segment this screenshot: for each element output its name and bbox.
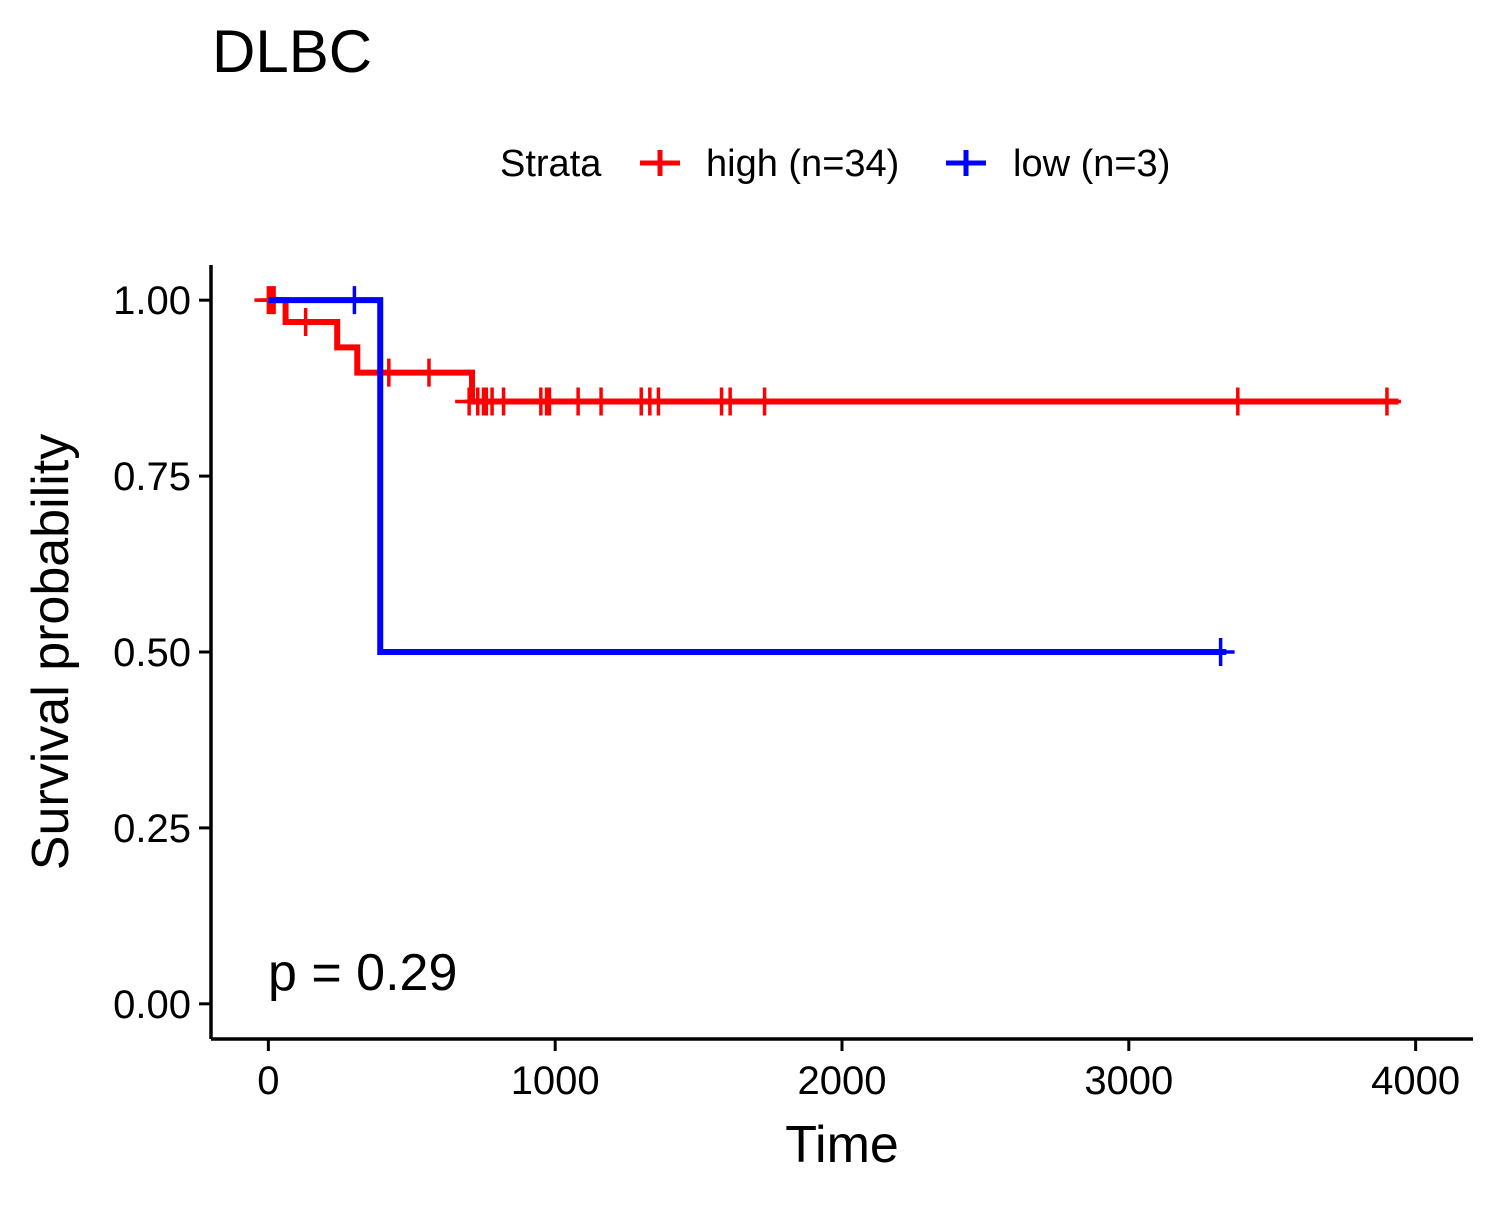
chart-title: DLBC (212, 18, 372, 85)
survival-curve-high (268, 297, 1399, 405)
x-tick-label: 2000 (798, 1059, 887, 1103)
y-tick-label: 1.00 (113, 279, 191, 323)
censor-mark-high (750, 387, 779, 416)
censor-mark-high (535, 387, 564, 416)
legend: Strata high (n=34) low (n=3) (500, 143, 1170, 185)
x-tick-label: 4000 (1371, 1059, 1460, 1103)
legend-key-high (640, 150, 680, 176)
series-layer (254, 286, 1401, 666)
x-axis-title: Time (785, 1116, 899, 1174)
x-tick-label: 0 (257, 1059, 279, 1103)
legend-label-high: high (n=34) (706, 143, 899, 185)
legend-title: Strata (500, 143, 602, 185)
y-axis-title: Survival probability (22, 434, 80, 870)
y-tick-label: 0.25 (113, 807, 191, 851)
censor-mark-high (644, 387, 673, 416)
censor-mark-high (716, 387, 745, 416)
x-tick-label: 1000 (511, 1059, 600, 1103)
censor-mark-high (489, 387, 518, 416)
legend-label-low: low (n=3) (1013, 143, 1170, 185)
legend-key-low (946, 150, 986, 176)
censor-mark-high (587, 387, 616, 416)
x-tick-label: 3000 (1084, 1059, 1173, 1103)
censor-mark-high (291, 307, 320, 336)
censor-mark-high (414, 358, 443, 387)
censor-mark-low (340, 286, 369, 315)
y-tick-label: 0.75 (113, 455, 191, 499)
censor-mark-low (1206, 638, 1235, 666)
survival-curve-low (268, 297, 1227, 655)
censor-mark-high (1372, 387, 1401, 416)
y-tick-label: 0.50 (113, 631, 191, 675)
axes-layer: 0.00 0.25 0.50 0.75 1.00 0 1000 2000 3000 4000 (113, 265, 1473, 1103)
y-tick-label: 0.00 (113, 983, 191, 1027)
p-value-annotation: p = 0.29 (268, 944, 457, 1002)
censor-mark-high (1223, 387, 1252, 416)
